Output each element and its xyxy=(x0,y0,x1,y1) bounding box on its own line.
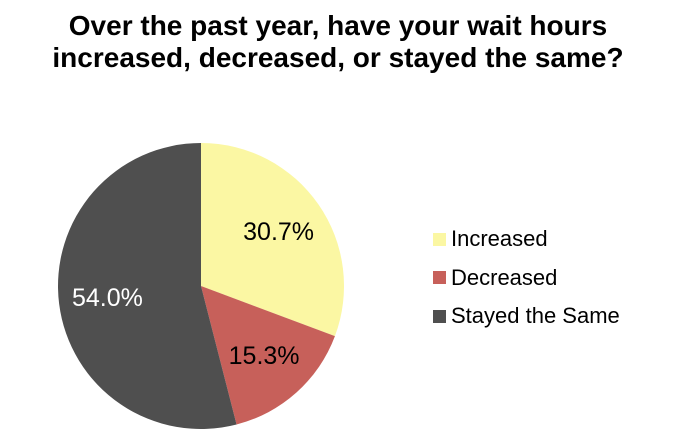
pie-chart: 30.7% 15.3% 54.0% xyxy=(58,143,344,429)
pie-slice-stayed-the-same xyxy=(58,143,237,429)
legend-swatch xyxy=(433,271,446,284)
pie-slice-value-label: 30.7% xyxy=(243,218,314,246)
legend-label: Increased xyxy=(451,226,548,251)
pie-slice-value-label: 54.0% xyxy=(72,284,143,312)
legend-label: Stayed the Same xyxy=(451,303,620,328)
chart-title-line-1: Over the past year, have your wait hours xyxy=(68,10,608,41)
legend-item-stayed-the-same: Stayed the Same xyxy=(433,303,620,329)
legend-item-decreased: Decreased xyxy=(433,265,620,291)
pie-slice-value-label: 15.3% xyxy=(229,342,300,370)
chart-title: Over the past year, have your wait hours… xyxy=(0,10,676,74)
legend-label: Decreased xyxy=(451,264,558,290)
legend-swatch xyxy=(433,309,446,323)
chart-legend: Increased Decreased Stayed the Same xyxy=(433,226,620,342)
pie-slice-increased xyxy=(201,143,344,337)
chart-title-line-2: increased, decreased, or stayed the same… xyxy=(52,42,624,73)
legend-swatch xyxy=(433,232,446,246)
legend-item-increased: Increased xyxy=(433,226,620,252)
pie-slice-decreased xyxy=(201,286,335,425)
